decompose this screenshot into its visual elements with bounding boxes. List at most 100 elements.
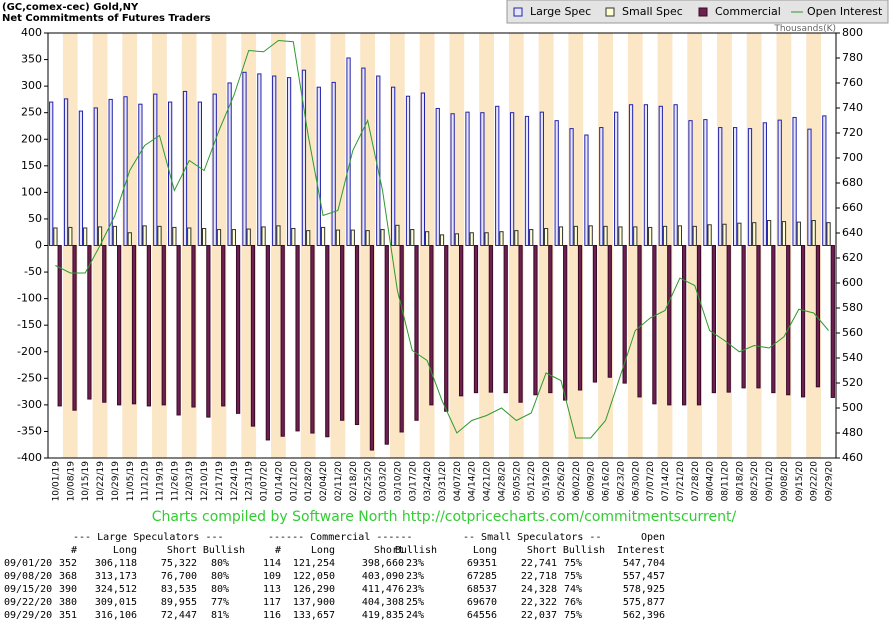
table-cell: 368 — [59, 571, 77, 582]
bar — [78, 110, 84, 246]
bar — [509, 112, 515, 246]
table-cell: 23% — [406, 584, 424, 595]
bar — [569, 128, 574, 246]
x-tick-label: 11/26/19 — [170, 461, 180, 502]
legend-swatch — [605, 7, 615, 17]
bar — [429, 245, 434, 406]
y2-tick-label: 680 — [842, 176, 863, 189]
table-cell: 75% — [564, 558, 582, 569]
bar — [127, 232, 132, 246]
x-tick-label: 03/03/20 — [379, 461, 389, 502]
bar — [747, 128, 753, 246]
bar — [212, 93, 217, 246]
bar — [469, 232, 474, 246]
bar — [737, 222, 742, 246]
bar — [533, 245, 538, 396]
table-cell: 83,535 — [161, 584, 197, 595]
bar — [771, 245, 776, 394]
bar — [197, 101, 202, 246]
table-cell: 75,322 — [161, 558, 197, 569]
bar — [153, 93, 158, 246]
table-cell: 306,118 — [95, 558, 137, 569]
bar — [662, 225, 668, 246]
legend-label: Small Spec — [622, 5, 683, 18]
bar — [450, 113, 455, 246]
bar — [93, 107, 98, 246]
bar — [250, 245, 256, 427]
table-cell: 89,955 — [161, 597, 197, 608]
bar — [503, 245, 508, 394]
bar — [584, 134, 589, 246]
bar — [786, 245, 791, 396]
x-tick-label: 04/28/20 — [497, 461, 507, 502]
table-column-header: Bullish — [203, 545, 245, 556]
bar — [577, 245, 583, 391]
bar — [439, 234, 445, 246]
bar — [346, 57, 351, 246]
y-tick-label: -250 — [17, 371, 42, 384]
bar — [425, 231, 430, 246]
table-cell: 575,877 — [623, 597, 665, 608]
table-cell: 24% — [406, 610, 424, 620]
bar — [261, 226, 266, 246]
bar — [49, 101, 54, 246]
bar — [692, 225, 697, 246]
legend-swatch — [513, 7, 523, 17]
x-tick-label: 11/05/19 — [126, 461, 136, 502]
table-cell: 09/22/20 — [4, 597, 52, 608]
bar — [131, 245, 137, 405]
table-column-header: Long — [311, 545, 335, 556]
x-tick-label: 12/31/19 — [245, 461, 255, 502]
bar — [495, 105, 500, 246]
bar — [711, 245, 716, 394]
table-cell: 22,741 — [521, 558, 557, 569]
y2-tick-label: 560 — [842, 326, 863, 339]
bar — [480, 112, 485, 246]
x-tick-label: 03/24/20 — [423, 461, 433, 502]
x-tick-label: 09/15/20 — [795, 461, 805, 502]
bar — [53, 227, 58, 246]
table-cell: 24,328 — [521, 584, 557, 595]
y2-tick-label: 540 — [842, 351, 863, 364]
table-cell: 22,037 — [521, 610, 557, 620]
x-tick-label: 03/31/20 — [438, 461, 448, 502]
bar — [227, 82, 232, 246]
x-tick-label: 08/11/20 — [720, 461, 730, 502]
table-cell: 74% — [564, 584, 582, 595]
table-cell: 390 — [59, 584, 77, 595]
y-tick-label: 50 — [28, 212, 42, 225]
bar — [384, 245, 389, 445]
bar — [673, 104, 678, 246]
bar — [622, 245, 627, 384]
bar — [766, 220, 772, 246]
bar — [272, 75, 277, 246]
x-tick-label: 07/28/20 — [691, 461, 701, 502]
y2-tick-label: 720 — [842, 126, 863, 139]
table-cell: 80% — [211, 571, 229, 582]
bar — [514, 230, 519, 246]
bar — [781, 221, 787, 246]
table-cell: 380 — [59, 597, 77, 608]
x-tick-label: 09/29/20 — [825, 461, 835, 502]
table-column-header: Short — [527, 545, 557, 556]
x-tick-label: 11/12/19 — [141, 461, 151, 502]
table-cell: 69670 — [467, 597, 497, 608]
bar — [206, 245, 211, 418]
bar — [807, 128, 812, 246]
x-tick-label: 02/04/20 — [319, 461, 329, 502]
chart-title: (GC,comex-cec) Gold,NY — [2, 2, 139, 13]
bar — [822, 115, 827, 246]
bar — [524, 115, 530, 246]
bar — [830, 245, 835, 398]
x-tick-label: 10/22/19 — [96, 461, 106, 502]
bar — [405, 95, 411, 246]
y-tick-label: 250 — [21, 106, 42, 119]
bar — [242, 71, 247, 246]
x-tick-label: 08/25/20 — [750, 461, 760, 502]
bar — [732, 127, 738, 246]
x-tick-label: 08/18/20 — [735, 461, 745, 502]
x-tick-label: 03/17/20 — [408, 461, 418, 502]
table-cell: 75% — [564, 610, 582, 620]
table-cell: 404,308 — [362, 597, 404, 608]
